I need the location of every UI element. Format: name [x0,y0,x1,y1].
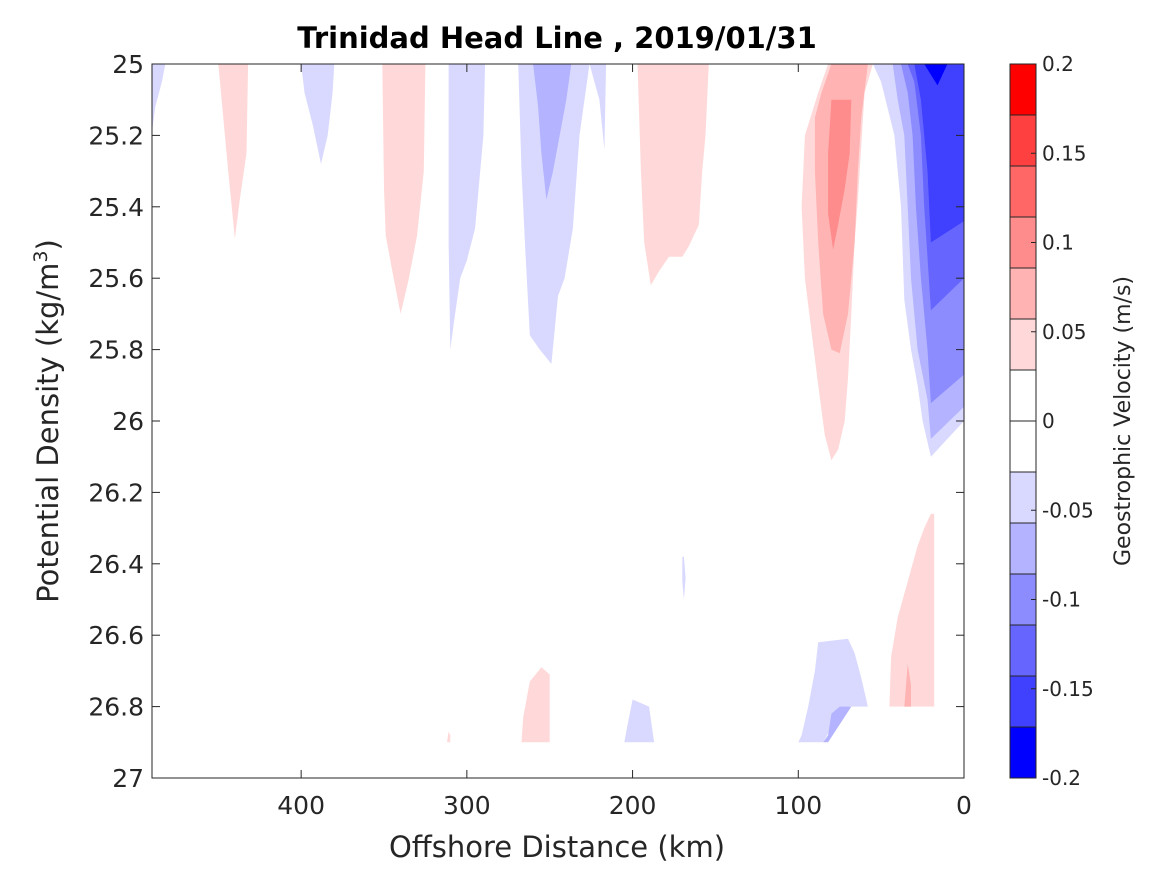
colorbar-band-12 [1010,676,1036,728]
y-axis-label: Potential Density (kg/m3) [30,239,65,603]
y-tick-label-0: 25 [112,50,144,79]
colorbar-band-13 [1010,727,1036,779]
colorbar-tick-label-8: -0.2 [1042,766,1081,790]
contour-region-9 [814,64,868,354]
colorbar-band-4 [1010,268,1036,320]
contour-region-4 [448,64,486,350]
colorbar-band-0 [1010,64,1036,116]
colorbar-tick-label-4: 0 [1042,409,1055,433]
contour-region-16 [924,64,948,86]
y-tick-label-10: 27 [112,764,144,793]
y-tick-label-8: 26.6 [88,621,144,650]
y-axis-label-main: Potential Density (kg/m [31,263,65,603]
contour-region-5 [518,64,607,364]
contour-region-18 [889,513,935,707]
contour-region-15 [914,64,964,243]
y-tick-label-2: 25.4 [88,193,144,222]
colorbar-band-5 [1010,319,1036,371]
y-tick-label-5: 26 [112,407,144,436]
colorbar-band-8 [1010,472,1036,524]
x-tick-label-2: 200 [609,791,657,820]
colorbar-band-7 [1010,421,1036,473]
x-tick-label-1: 300 [443,791,491,820]
contour-region-0 [152,64,166,132]
plot-area [151,63,965,779]
colorbar-band-11 [1010,625,1036,677]
plot-frame [151,63,965,779]
colorbar-frame [1009,63,1037,779]
x-tick-label-3: 100 [774,791,822,820]
contour-region-17 [682,556,686,600]
y-tick-label-9: 26.8 [88,693,144,722]
colorbar: 0.2 0.15 0.1 0.05 0 -0.05 -0.1 -0.15 -0.2 [1009,52,1094,790]
contour-regions [152,64,964,743]
colorbar-tick-label-6: -0.1 [1042,588,1081,612]
colorbar-tick-label-1: 0.15 [1042,141,1087,165]
y-tick-label-6: 26.2 [88,478,144,507]
chart-title: Trinidad Head Line , 2019/01/31 [297,21,817,55]
y-tick-label-4: 25.8 [88,336,144,365]
contour-region-10 [828,99,852,250]
colorbar-tick-label-3: 0.05 [1042,320,1087,344]
contour-region-19 [904,663,911,707]
y-tick-labels: 25 25.2 25.4 25.6 25.8 26 26.2 26.4 26.6 26.8 27 [88,50,144,793]
contour-region-20 [798,638,868,743]
contour-region-22 [521,667,550,743]
colorbar-tick-label-0: 0.2 [1042,52,1074,76]
colorbar-tick-label-2: 0.1 [1042,231,1074,255]
contour-region-21 [823,706,852,743]
contour-region-7 [637,64,709,286]
x-tick-labels: 400 300 200 100 0 [277,791,972,820]
y-tick-label-7: 26.4 [88,550,144,579]
contour-region-3 [382,64,426,314]
colorbar-tick-label-7: -0.15 [1042,677,1094,701]
y-tick-label-1: 25.2 [88,121,144,150]
colorbar-ticks: 0.2 0.15 0.1 0.05 0 -0.05 -0.1 -0.15 -0.2 [1031,52,1094,790]
contour-region-23 [447,731,451,743]
colorbar-band-9 [1010,523,1036,575]
colorbar-band-1 [1010,115,1036,167]
x-tick-label-0: 400 [277,791,325,820]
y-tick-label-3: 25.6 [88,264,144,293]
y-axis-label-close: ) [31,239,65,250]
colorbar-band-2 [1010,166,1036,218]
contour-region-2 [301,64,335,164]
colorbar-label: Geostrophic Velocity (m/s) [1111,276,1136,566]
contour-region-6 [533,64,572,200]
y-axis-label-superscript: 3 [30,250,52,262]
contour-region-24 [624,699,655,743]
colorbar-bands [1010,64,1036,779]
colorbar-band-6 [1010,370,1036,422]
contour-region-1 [218,64,249,239]
x-tick-label-4: 0 [956,791,972,820]
x-axis-label: Offshore Distance (km) [389,830,725,864]
colorbar-tick-label-5: -0.05 [1042,498,1094,522]
